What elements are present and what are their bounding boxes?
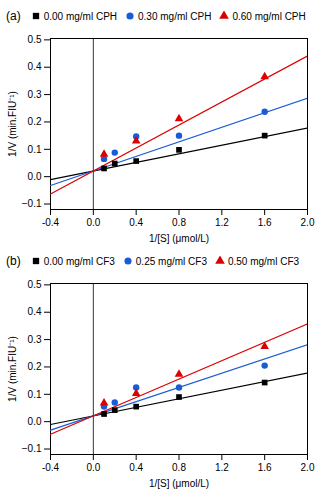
svg-text:0.0: 0.0 (28, 416, 42, 427)
svg-text:0.4: 0.4 (129, 217, 143, 228)
svg-text:1/[S] (μmol/L): 1/[S] (μmol/L) (149, 233, 209, 244)
html-text:0.50 mg/ml CF3: 0.50 mg/ml CF3 (228, 255, 300, 267)
svg-text:1.6: 1.6 (258, 462, 272, 473)
svg-text:0.5: 0.5 (28, 34, 42, 45)
html-text:0.00 mg/ml CF3: 0.00 mg/ml CF3 (43, 255, 115, 267)
svg-text:−0.1: −0.1 (22, 198, 42, 209)
svg-text:0.2: 0.2 (28, 116, 42, 127)
svg-text:0.1: 0.1 (28, 144, 42, 155)
svg-text:2.0: 2.0 (301, 462, 315, 473)
svg-text:0.8: 0.8 (172, 462, 186, 473)
svg-text:0.8: 0.8 (172, 217, 186, 228)
svg-text:0.3: 0.3 (28, 89, 42, 100)
html-text:0.60 mg/ml CPH: 0.60 mg/ml CPH (232, 10, 306, 22)
svg-text:0.0: 0.0 (28, 171, 42, 182)
svg-text:1.2: 1.2 (215, 217, 229, 228)
html-text:0.00 mg/ml CPH: 0.00 mg/ml CPH (43, 10, 117, 22)
svg-text:1.6: 1.6 (258, 217, 272, 228)
html-text:(b): (b) (6, 254, 21, 268)
svg-text:0.4: 0.4 (28, 306, 42, 317)
svg-text:0.1: 0.1 (28, 389, 42, 400)
svg-text:0.4: 0.4 (129, 462, 143, 473)
svg-text:1.2: 1.2 (215, 462, 229, 473)
svg-text:1/V (min.FIU⁻¹): 1/V (min.FIU⁻¹) (7, 336, 18, 402)
svg-text:1/[S] (μmol/L): 1/[S] (μmol/L) (149, 478, 209, 489)
svg-text:−0.1: −0.1 (22, 443, 42, 454)
html-text:0.25 mg/ml CF3: 0.25 mg/ml CF3 (135, 255, 207, 267)
svg-text:-0.4: -0.4 (42, 217, 60, 228)
svg-text:2.0: 2.0 (301, 217, 315, 228)
svg-text:-0.4: -0.4 (42, 462, 60, 473)
html-text:0.30 mg/ml CPH: 0.30 mg/ml CPH (138, 10, 212, 22)
svg-text:1/V (min.FIU⁻¹): 1/V (min.FIU⁻¹) (7, 91, 18, 157)
html-text:(a): (a) (6, 9, 21, 23)
svg-text:0.5: 0.5 (28, 279, 42, 290)
svg-text:0.4: 0.4 (28, 61, 42, 72)
svg-text:0.3: 0.3 (28, 334, 42, 345)
svg-text:0.2: 0.2 (28, 361, 42, 372)
svg-text:0.0: 0.0 (86, 217, 100, 228)
svg-text:0.0: 0.0 (86, 462, 100, 473)
